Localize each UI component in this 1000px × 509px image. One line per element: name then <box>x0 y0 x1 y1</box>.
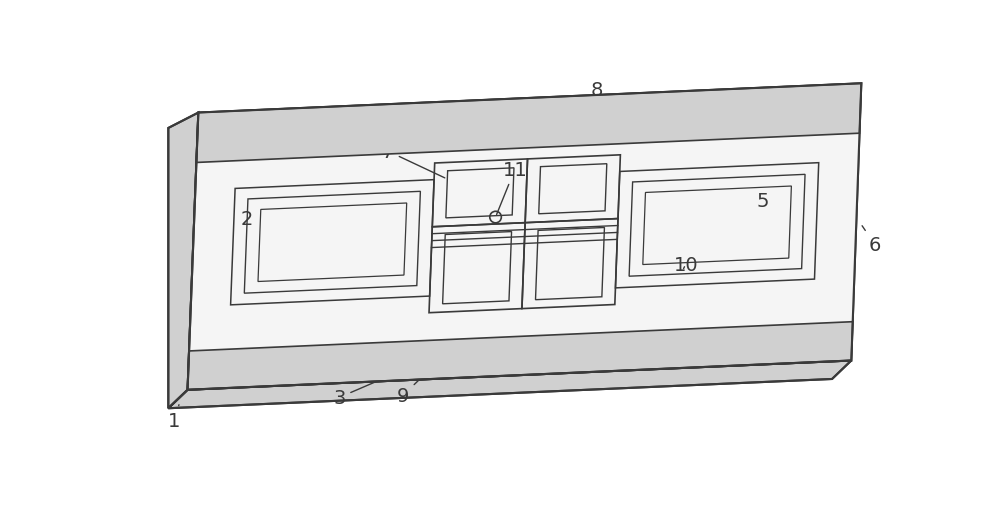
Polygon shape <box>168 361 851 408</box>
Text: 2: 2 <box>241 209 253 228</box>
Polygon shape <box>196 84 861 163</box>
Text: 10: 10 <box>673 255 698 274</box>
Polygon shape <box>188 322 853 390</box>
Text: 11: 11 <box>497 161 527 215</box>
Text: 7: 7 <box>382 143 445 179</box>
Text: 9: 9 <box>397 361 439 405</box>
Polygon shape <box>189 134 860 351</box>
Text: 5: 5 <box>757 191 769 210</box>
Text: 4: 4 <box>599 337 611 356</box>
Text: 3: 3 <box>333 377 387 407</box>
Text: 1: 1 <box>168 405 180 430</box>
Text: 8: 8 <box>583 81 603 116</box>
Polygon shape <box>168 114 198 408</box>
Text: 6: 6 <box>862 227 881 255</box>
Polygon shape <box>188 84 861 390</box>
